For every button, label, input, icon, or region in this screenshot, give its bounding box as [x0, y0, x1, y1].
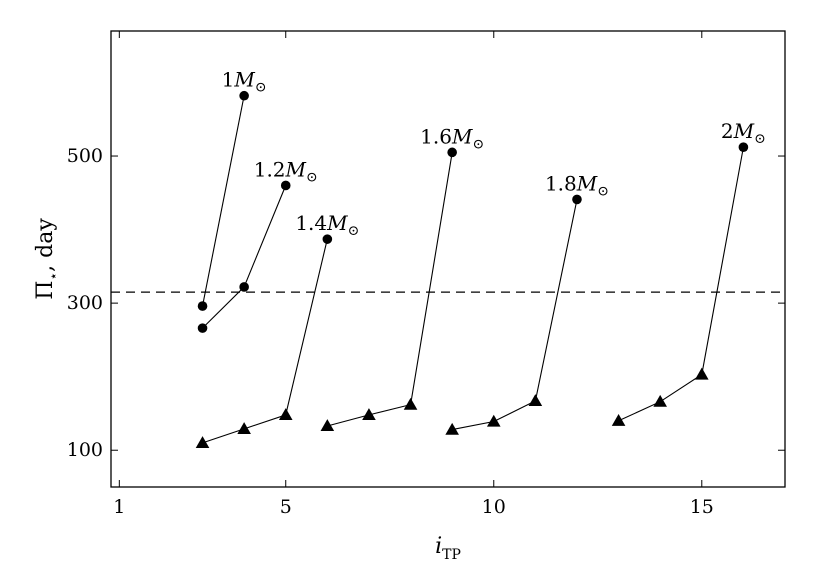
- series-line: [202, 185, 287, 329]
- y-tick-label: 100: [67, 439, 103, 461]
- series-line: [618, 147, 744, 422]
- y-axis-label: Π⋆, day: [33, 218, 62, 300]
- series-annotation: 1.2M⊙: [254, 157, 318, 185]
- series-annotations: 1M⊙ 1.2M⊙ 1.4M⊙ 1.6M⊙ 1.8M⊙ 2M⊙: [222, 68, 766, 239]
- x-tick-label: 15: [690, 496, 714, 518]
- x-tick-label: 5: [280, 496, 292, 518]
- x-tick-label: 10: [482, 496, 506, 518]
- series-markers: [195, 90, 749, 448]
- series-annotation: 2M⊙: [721, 119, 766, 147]
- data-point-triangle: [403, 397, 418, 410]
- series-line: [452, 199, 578, 431]
- data-point-circle: [280, 180, 291, 191]
- series-line: [201, 95, 245, 307]
- x-axis-label: iTP: [435, 534, 461, 563]
- data-point-circle: [322, 234, 333, 244]
- data-point-triangle: [237, 422, 251, 434]
- series-line: [202, 238, 328, 444]
- data-point-circle: [197, 323, 208, 333]
- series-annotation: 1.4M⊙: [295, 211, 359, 239]
- data-point-circle: [239, 282, 249, 292]
- axis-labels: iTP Π⋆, day: [33, 218, 461, 563]
- y-tick-label: 500: [67, 145, 103, 167]
- data-point-circle: [239, 90, 249, 101]
- data-point-triangle: [278, 408, 293, 421]
- y-tick-label: 300: [67, 292, 103, 314]
- data-point-triangle: [528, 394, 543, 407]
- data-point-triangle: [320, 419, 335, 432]
- data-point-circle: [197, 301, 208, 311]
- x-tick-label: 1: [113, 496, 125, 518]
- series-annotation: 1.6M⊙: [420, 124, 484, 152]
- data-point-triangle: [195, 436, 210, 448]
- data-point-triangle: [445, 422, 459, 435]
- data-point-circle: [572, 194, 582, 205]
- series-annotation: 1.8M⊙: [545, 171, 609, 199]
- series-line: [327, 152, 453, 427]
- data-point-triangle: [611, 414, 626, 426]
- series-annotation: 1M⊙: [222, 68, 267, 96]
- data-point-triangle: [694, 367, 709, 380]
- series-lines: [201, 95, 744, 444]
- data-point-circle: [738, 142, 749, 153]
- data-point-circle: [447, 147, 457, 158]
- data-point-triangle: [653, 394, 667, 407]
- plot-frame: [110, 30, 786, 488]
- data-point-triangle: [486, 414, 501, 427]
- data-point-triangle: [362, 408, 376, 421]
